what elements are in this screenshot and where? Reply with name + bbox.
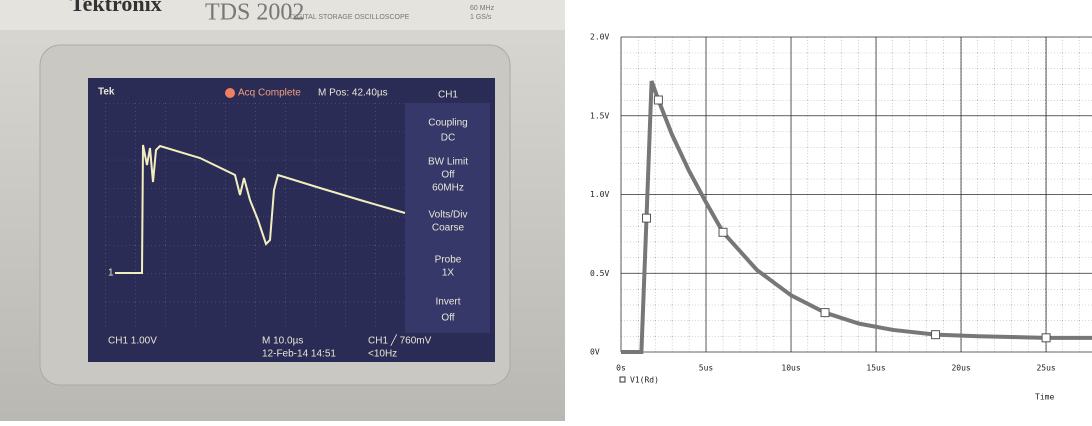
frequency: <10Hz	[368, 349, 397, 360]
oscilloscope-photo: Tektronix TDS 2002 DIGITAL STORAGE OSCIL…	[0, 0, 565, 421]
menu-value: 1X	[442, 268, 455, 279]
menu-value: Coarse	[432, 223, 465, 234]
x-tick-label: 25us	[1036, 364, 1055, 373]
bandwidth: 60 MHz	[470, 5, 495, 12]
model: TDS 2002	[205, 0, 304, 26]
menu-title: CH1	[438, 90, 458, 101]
x-tick-label: 15us	[866, 364, 885, 373]
ch-scale: CH1 1.00V	[108, 336, 157, 347]
menu-panel	[405, 103, 490, 333]
menu-value: 60MHz	[432, 183, 464, 194]
menu-label: Invert	[435, 297, 460, 308]
series-marker	[931, 330, 941, 340]
chart: 0V 0.5V 1.0V 1.5V 2.0V 0s 5us 10us 15us 20us 25us T…	[590, 33, 1092, 402]
brand: Tektronix	[70, 0, 162, 16]
menu-label: Probe	[435, 255, 462, 266]
datetime: 12-Feb-14 14:51	[262, 349, 336, 360]
series-marker	[642, 213, 652, 223]
x-tick-label: 10us	[781, 364, 800, 373]
y-tick-label: 0V	[590, 348, 600, 357]
channel-marker: 1	[108, 268, 114, 279]
x-tick-label: 5us	[699, 364, 714, 373]
y-tick-label: 0.5V	[590, 269, 609, 278]
series-marker	[820, 308, 830, 318]
menu-label: Volts/Div	[429, 210, 468, 221]
menu-value: Off	[441, 170, 454, 181]
y-tick-label: 1.5V	[590, 111, 609, 120]
legend-label: V1(Rd)	[630, 376, 659, 385]
status-dot	[225, 88, 235, 98]
waveform	[115, 144, 406, 274]
time-scale: M 10.0µs	[262, 336, 303, 347]
series-marker	[653, 95, 663, 105]
menu-label: Coupling	[428, 118, 467, 129]
description: DIGITAL STORAGE OSCILLOSCOPE	[290, 14, 410, 21]
y-tick-label: 2.0V	[590, 33, 609, 42]
series-marker	[1041, 333, 1051, 343]
x-tick-label: 0s	[616, 364, 626, 373]
position: M Pos: 42.40µs	[318, 88, 388, 99]
graticule	[105, 103, 405, 330]
trigger: CH1 ╱ 760mV	[368, 334, 432, 347]
x-tick-label: 20us	[951, 364, 970, 373]
menu-label: BW Limit	[428, 157, 468, 168]
x-axis-label: Time	[1035, 393, 1054, 402]
legend-marker	[619, 376, 626, 383]
y-tick-label: 1.0V	[590, 190, 609, 199]
status: Acq Complete	[238, 88, 301, 99]
series-marker	[718, 227, 728, 237]
top-panel	[0, 0, 565, 30]
sample-rate: 1 GS/s	[470, 14, 492, 21]
logo: Tek	[98, 87, 115, 98]
menu-value: DC	[441, 133, 455, 144]
menu-value: Off	[441, 313, 454, 324]
